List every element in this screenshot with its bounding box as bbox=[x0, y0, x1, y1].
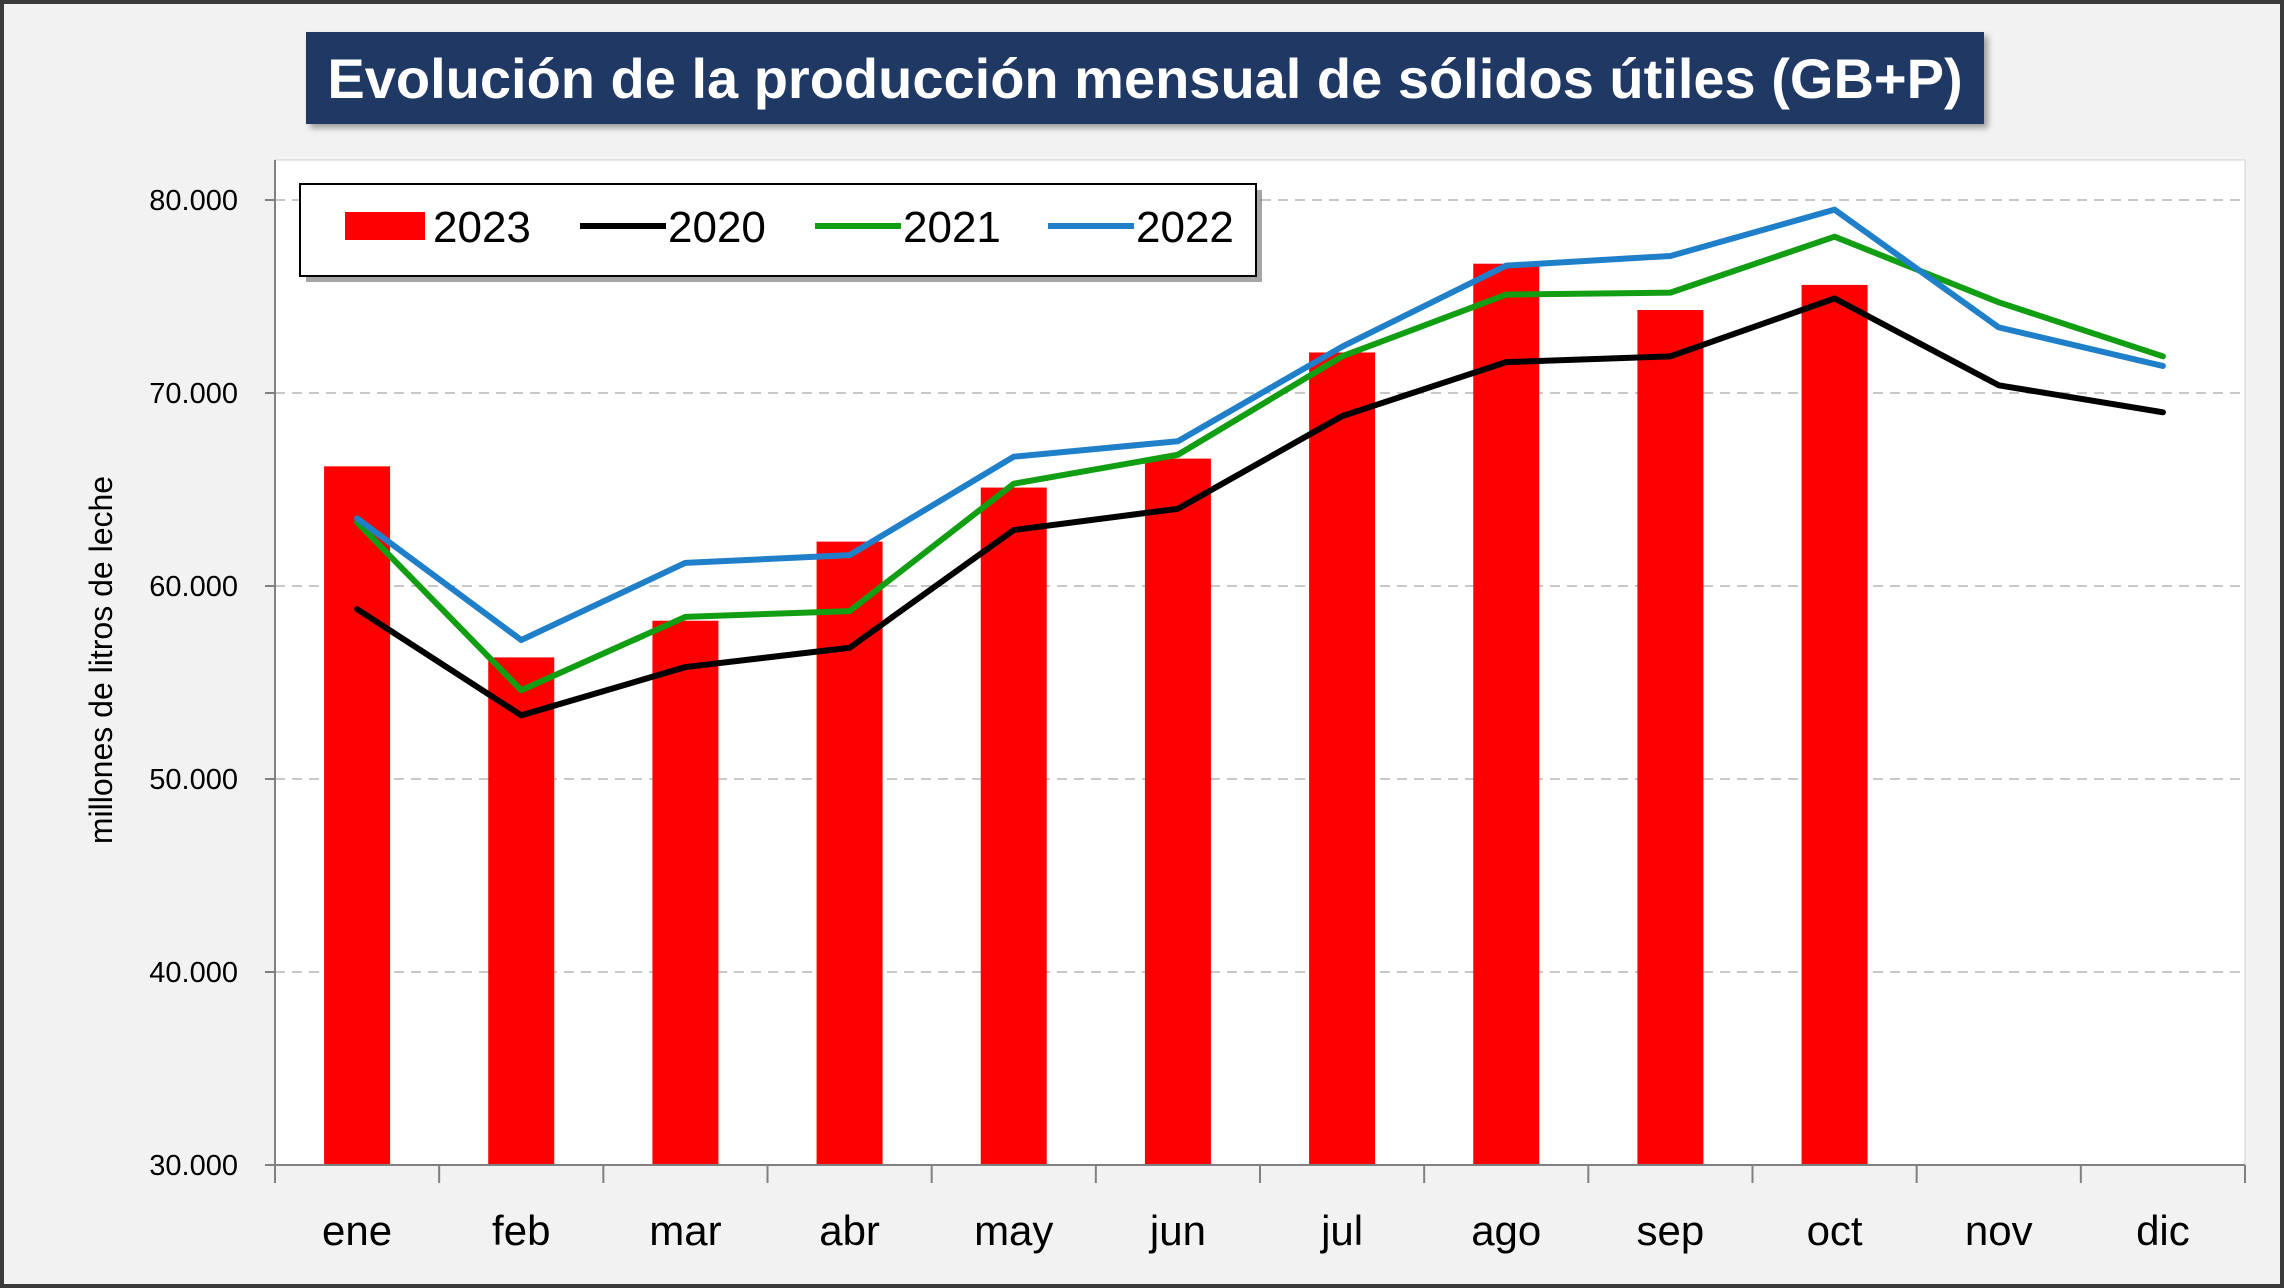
y-tick-label-40000: 40.000 bbox=[149, 957, 238, 989]
plot-area bbox=[274, 159, 2246, 1166]
bar-2023-feb bbox=[488, 657, 555, 1165]
legend-label-2020: 2020 bbox=[668, 203, 766, 252]
legend-box bbox=[299, 183, 1257, 277]
x-tick-label-sep: sep bbox=[1637, 1207, 1705, 1254]
y-tick-label-60000: 60.000 bbox=[149, 571, 238, 603]
bar-2023-jul bbox=[1309, 352, 1376, 1166]
x-tick-label-ene: ene bbox=[322, 1207, 392, 1254]
line-2020 bbox=[354, 295, 2166, 719]
chart-title-box: Evolución de la producción mensual de só… bbox=[306, 32, 1984, 124]
bar-2023-ene bbox=[324, 466, 391, 1166]
y-tick-labels: 30.000 40.000 50.000 60.000 70.000 80.000 bbox=[149, 185, 238, 1182]
bar-2023-ago bbox=[1473, 263, 1540, 1165]
legend-label-2021: 2021 bbox=[903, 203, 1001, 252]
x-tick-label-jul: jul bbox=[1319, 1207, 1363, 1254]
bar-2023-jun bbox=[1144, 458, 1211, 1165]
x-tick-label-feb: feb bbox=[492, 1207, 550, 1254]
x-tick-label-mar: mar bbox=[649, 1207, 721, 1254]
bar-2023-may bbox=[980, 487, 1047, 1165]
bar-2023-abr bbox=[816, 541, 883, 1165]
y-tick-label-80000: 80.000 bbox=[149, 185, 238, 217]
line-2022 bbox=[354, 206, 2166, 644]
axes bbox=[265, 160, 2246, 1183]
bar-2023-mar bbox=[652, 620, 719, 1165]
legend-label-2023: 2023 bbox=[433, 203, 531, 252]
bar-2023-sep bbox=[1637, 310, 1704, 1165]
legend-label-2022: 2022 bbox=[1136, 203, 1234, 252]
x-tick-label-jun: jun bbox=[1148, 1207, 1206, 1254]
legend: 2023 2020 2021 2022 bbox=[299, 183, 1262, 282]
x-tick-label-may: may bbox=[974, 1207, 1053, 1254]
y-tick-label-50000: 50.000 bbox=[149, 764, 238, 796]
x-tick-label-oct: oct bbox=[1807, 1207, 1863, 1254]
x-tick-labels: ene feb mar abr may jun jul ago sep oct nov dic bbox=[322, 1207, 2190, 1254]
x-tick-label-dic: dic bbox=[2136, 1207, 2190, 1254]
line-2021 bbox=[354, 233, 2166, 694]
legend-swatch-2023 bbox=[345, 212, 425, 240]
y-tick-label-70000: 70.000 bbox=[149, 378, 238, 410]
chart-title: Evolución de la producción mensual de só… bbox=[327, 46, 1963, 110]
x-tick-label-nov: nov bbox=[1965, 1207, 2033, 1254]
bar-2023-oct bbox=[1801, 284, 1868, 1165]
bars-2023 bbox=[324, 263, 1868, 1166]
x-tick-label-ago: ago bbox=[1471, 1207, 1541, 1254]
y-tick-label-30000: 30.000 bbox=[149, 1150, 238, 1182]
series-lines bbox=[354, 206, 2166, 719]
x-tick-label-abr: abr bbox=[819, 1207, 880, 1254]
y-axis-label: millones de litros de leche bbox=[83, 476, 119, 844]
